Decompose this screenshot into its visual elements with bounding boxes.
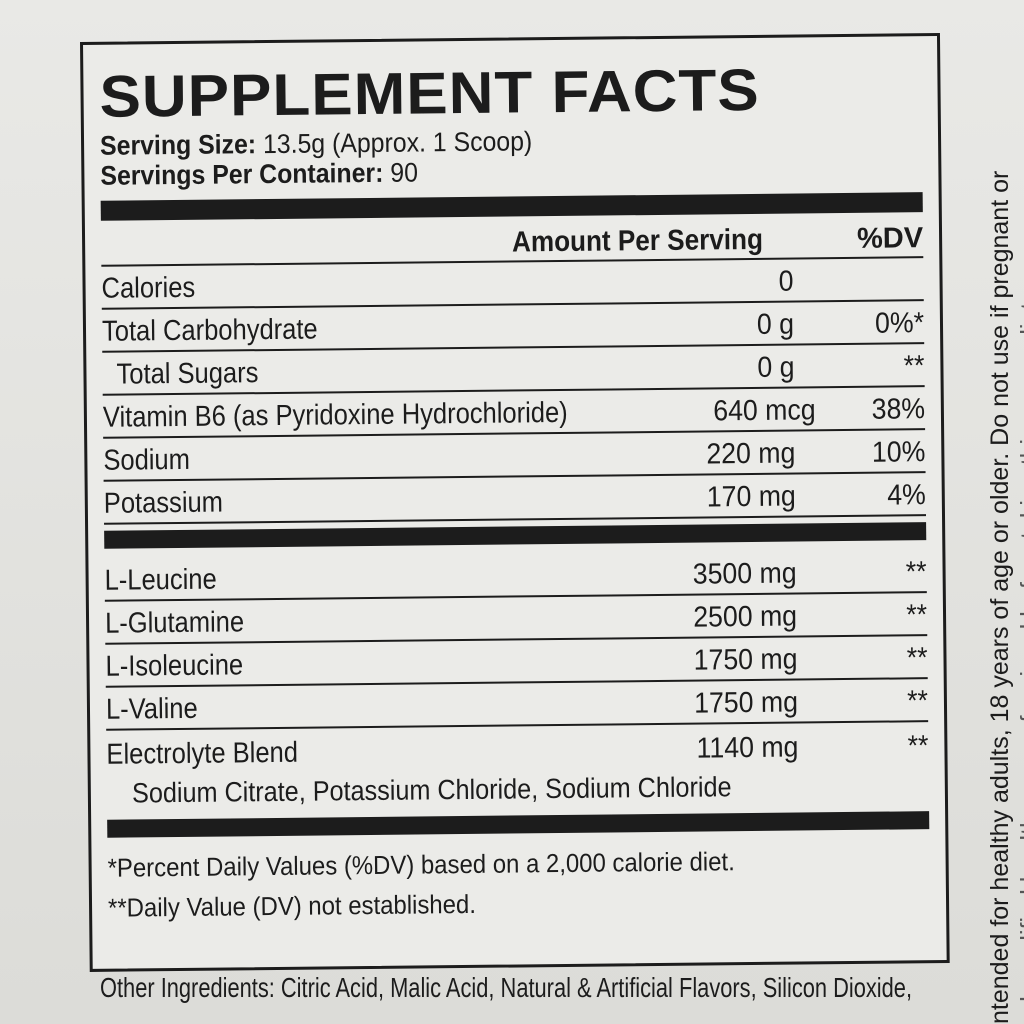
blend-components: Sodium Citrate, Potassium Chloride, Sodi…: [131, 771, 732, 809]
nutrient-dv: **: [903, 350, 925, 383]
panel-title: SUPPLEMENT FACTS: [99, 57, 761, 131]
nutrient-name: L-Glutamine: [104, 606, 245, 640]
nutrient-amount: 220 mg: [706, 437, 796, 471]
footnote-not-established: **Daily Value (DV) not established.: [107, 888, 477, 923]
nutrient-name: Sodium: [103, 443, 191, 477]
nutrient-amount: 2500 mg: [693, 600, 798, 634]
nutrient-dv: **: [905, 556, 927, 589]
nutrient-amount: 1750 mg: [693, 643, 798, 677]
side-warning-text: ntended for healthy adults, 18 years of …: [985, 171, 1024, 1024]
nutrient-dv: 4%: [887, 479, 926, 512]
nutrient-dv: 0%*: [874, 307, 925, 340]
nutrient-name: L-Valine: [105, 692, 198, 726]
nutrient-name: L-Isoleucine: [105, 649, 244, 683]
nutrient-amount: 0 g: [756, 308, 795, 341]
side-text-line: ed, qualified healthcare professional be…: [1016, 267, 1024, 1024]
nutrient-amount: 1140 mg: [696, 731, 799, 765]
nutrient-dv: 10%: [871, 436, 926, 469]
nutrient-amount: 170 mg: [706, 480, 796, 514]
nutrient-amount: 640 mcg: [713, 394, 816, 428]
nutrient-dv: **: [907, 730, 929, 763]
nutrient-name: Calories: [101, 271, 196, 305]
divider-thick: [104, 522, 927, 549]
nutrient-dv: [804, 297, 924, 298]
nutrient-name: Potassium: [103, 486, 224, 520]
other-ingredients: Other Ingredients: Citric Acid, Malic Ac…: [100, 972, 913, 1003]
nutrient-name: Electrolyte Blend: [106, 736, 299, 771]
header-dv: %DV: [856, 221, 924, 255]
nutrient-amount: 1750 mg: [693, 686, 799, 720]
nutrient-amount: 3500 mg: [692, 557, 797, 591]
nutrient-dv: **: [906, 599, 928, 632]
nutrient-dv: 38%: [871, 393, 926, 426]
nutrient-name: Total Carbohydrate: [101, 313, 318, 348]
header-amount: Amount Per Serving: [512, 223, 764, 258]
nutrient-dv: **: [907, 685, 929, 718]
nutrient-amount: 0: [778, 265, 794, 298]
nutrient-name: L-Leucine: [104, 563, 217, 597]
supplement-facts-panel: SUPPLEMENT FACTS Serving Size: 13.5g (Ap…: [80, 32, 950, 972]
nutrient-name: Total Sugars: [116, 357, 259, 391]
nutrient-amount: 0 g: [757, 351, 795, 384]
nutrient-name: Vitamin B6 (as Pyridoxine Hydrochloride): [102, 396, 568, 434]
side-text-line: ntended for healthy adults, 18 years of …: [986, 170, 1014, 1024]
nutrient-dv: **: [906, 642, 928, 675]
divider-thick: [100, 192, 923, 221]
divider-thick: [107, 811, 930, 838]
table-row: Potassium 170 mg 4%: [103, 473, 927, 525]
